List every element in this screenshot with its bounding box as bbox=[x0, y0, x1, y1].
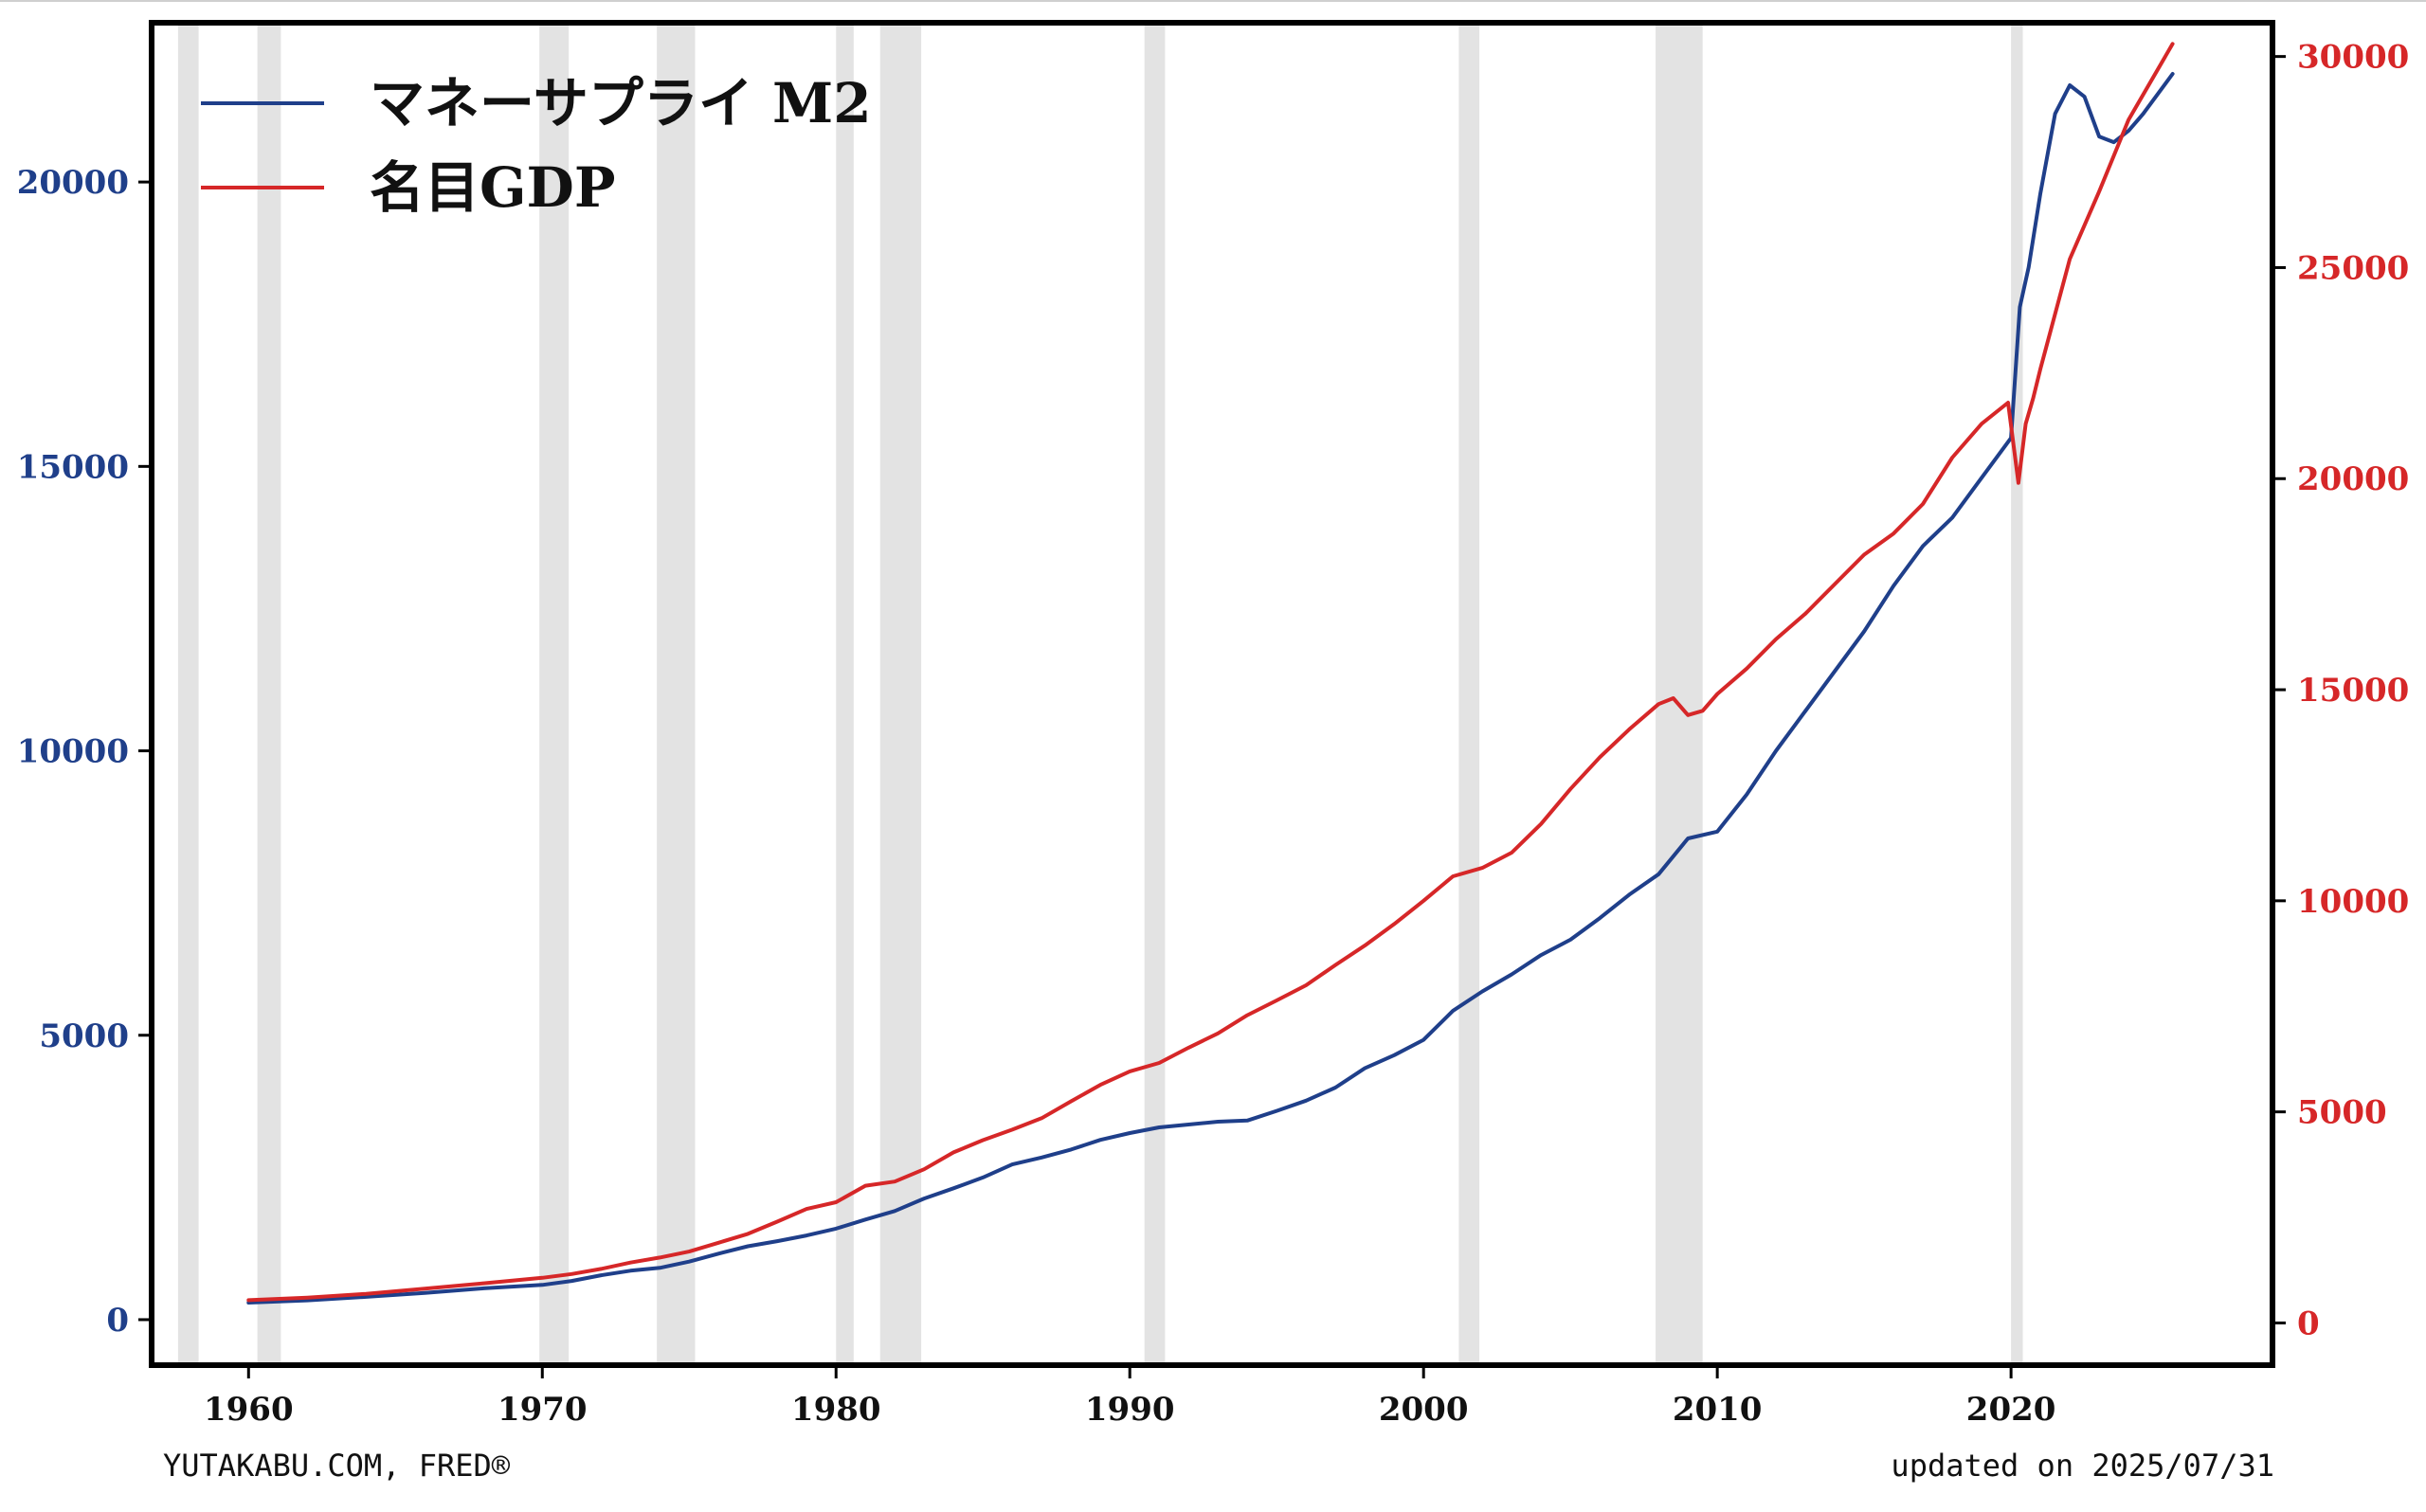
recession-band-6 bbox=[1144, 23, 1166, 1365]
legend-label-m2: マネーサプライ M2 bbox=[370, 71, 872, 135]
left-y-axis: 0 5000 10000 15000 20000 bbox=[17, 164, 152, 1340]
recession-band-4 bbox=[836, 23, 854, 1365]
y-tick-right-label: 5000 bbox=[2297, 1094, 2387, 1132]
plot-frame bbox=[149, 20, 2275, 1368]
x-tick-label: 2020 bbox=[1966, 1391, 2056, 1429]
series-lines bbox=[246, 42, 2175, 1305]
recession-band-3 bbox=[657, 23, 696, 1365]
recession-band-8 bbox=[1656, 23, 1703, 1365]
x-tick-label: 1970 bbox=[498, 1391, 588, 1429]
y-tick-left-label: 5000 bbox=[39, 1017, 129, 1055]
x-tick-label: 2010 bbox=[1673, 1391, 1763, 1429]
x-tick-label: 2000 bbox=[1379, 1391, 1469, 1429]
recession-band-1 bbox=[257, 23, 281, 1365]
recession-bands bbox=[177, 23, 2023, 1365]
x-axis: 1960 1970 1980 1990 2000 2010 2020 bbox=[204, 1365, 2055, 1429]
y-tick-left-label: 0 bbox=[106, 1302, 129, 1340]
x-tick-label: 1960 bbox=[204, 1391, 294, 1429]
legend: マネーサプライ M2 名目GDP bbox=[201, 71, 872, 220]
recession-band-9 bbox=[2011, 23, 2023, 1365]
right-y-axis: 0 5000 10000 15000 20000 25000 30000 bbox=[2272, 39, 2409, 1342]
legend-label-gdp: 名目GDP bbox=[370, 155, 615, 220]
series-line-m2 bbox=[246, 72, 2175, 1305]
recession-band-7 bbox=[1458, 23, 1480, 1365]
x-tick-label: 1980 bbox=[791, 1391, 881, 1429]
y-tick-right-label: 0 bbox=[2297, 1305, 2320, 1342]
y-tick-right-label: 25000 bbox=[2297, 249, 2409, 287]
y-tick-right-label: 20000 bbox=[2297, 460, 2409, 498]
updated-date: updated on 2025/07/31 bbox=[1891, 1448, 2274, 1484]
y-tick-left-label: 15000 bbox=[17, 448, 129, 486]
recession-band-2 bbox=[539, 23, 570, 1365]
recession-band-5 bbox=[879, 23, 922, 1365]
y-tick-right-label: 10000 bbox=[2297, 883, 2409, 921]
x-tick-label: 1990 bbox=[1085, 1391, 1175, 1429]
y-tick-right-label: 15000 bbox=[2297, 672, 2409, 710]
source-credit: YUTAKABU.COM, FRED® bbox=[163, 1448, 511, 1484]
recession-band-0 bbox=[177, 23, 199, 1365]
series-line-gdp bbox=[246, 42, 2175, 1303]
y-tick-left-label: 10000 bbox=[17, 733, 129, 771]
y-tick-left-label: 20000 bbox=[17, 164, 129, 202]
y-tick-right-label: 30000 bbox=[2297, 39, 2409, 77]
